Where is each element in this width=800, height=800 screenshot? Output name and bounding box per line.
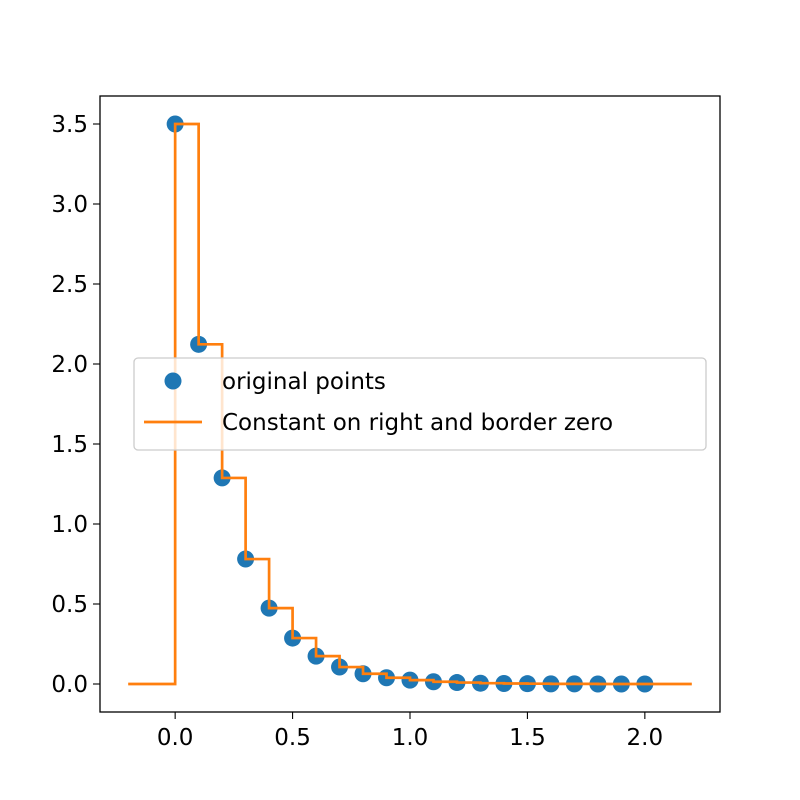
x-tick-label: 2.0 <box>627 725 664 751</box>
ticks: 0.0 0.5 1.0 1.5 2.0 0.0 0.5 1.0 1.5 2.0 2.5 3.0 3.5 <box>51 112 663 751</box>
legend: original points Constant on right and bo… <box>133 357 707 451</box>
legend-box <box>133 357 707 451</box>
legend-label-original-points: original points <box>222 369 386 395</box>
y-tick-label: 0.5 <box>51 592 88 618</box>
x-tick-label: 0.5 <box>274 725 311 751</box>
y-tick-label: 3.5 <box>51 112 88 138</box>
y-tick-label: 1.5 <box>51 432 88 458</box>
legend-marker-original-points <box>164 372 182 390</box>
x-tick-label: 0.0 <box>157 725 194 751</box>
y-tick-label: 0.0 <box>51 672 88 698</box>
x-tick-label: 1.5 <box>509 725 546 751</box>
y-tick-label: 3.0 <box>51 192 88 218</box>
plot-series <box>128 115 692 693</box>
step-line-constant-right <box>128 122 692 686</box>
x-tick-label: 1.0 <box>392 725 429 751</box>
y-tick-label: 2.5 <box>51 272 88 298</box>
y-tick-label: 1.0 <box>51 512 88 538</box>
y-tick-label: 2.0 <box>51 352 88 378</box>
legend-label-constant-step: Constant on right and border zero <box>222 410 613 436</box>
